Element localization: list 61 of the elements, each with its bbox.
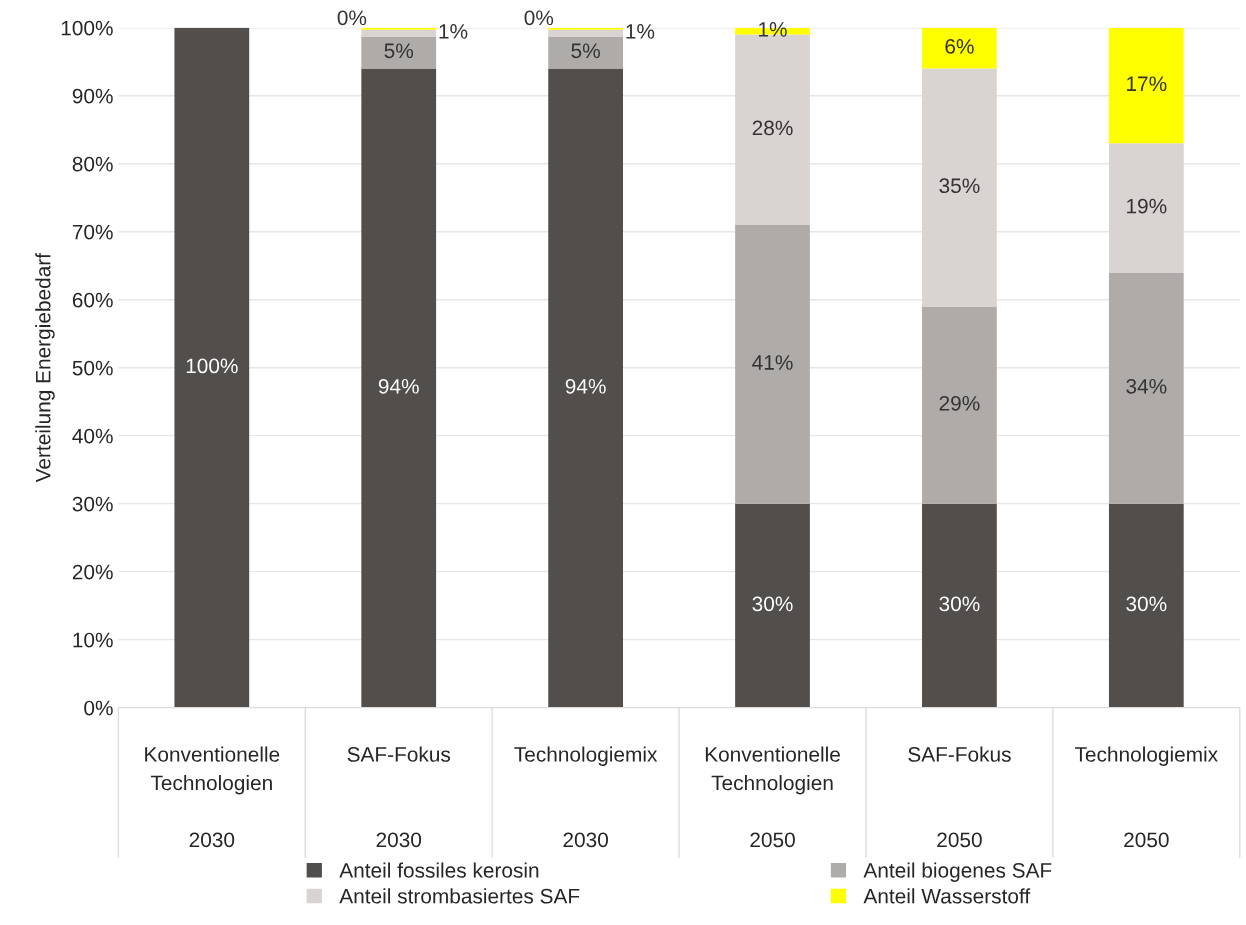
data-label: 29% [939, 395, 980, 411]
category-label: Konventionelle Technologien 2050 [705, 746, 840, 848]
category-label: Technologiemix 2030 [514, 746, 658, 848]
y-tick-label: 20% [72, 564, 113, 580]
y-tick-label: 80% [72, 156, 113, 172]
bar [361, 68, 437, 708]
bar [922, 306, 997, 504]
data-label: 0% [524, 10, 554, 26]
bar [548, 36, 623, 69]
bar [1108, 27, 1184, 144]
bar [735, 224, 810, 504]
bar [361, 36, 437, 69]
data-label: 5% [384, 43, 414, 59]
bar [548, 68, 623, 708]
bar [548, 29, 623, 37]
data-label: 6% [945, 38, 974, 54]
bar [922, 68, 997, 307]
bar [174, 27, 250, 708]
legend-label: Anteil strombasiertes SAF [339, 888, 580, 904]
bar [735, 503, 810, 708]
y-tick-label: 90% [72, 88, 113, 104]
bar [922, 503, 997, 708]
y-tick-label: 60% [72, 292, 113, 308]
data-label: 28% [752, 120, 793, 136]
data-label: 5% [571, 43, 600, 59]
legend-label: Anteil fossiles kerosin [339, 862, 539, 878]
y-tick-label: 100% [61, 20, 113, 36]
data-label: 30% [939, 596, 980, 612]
data-label: 1% [626, 24, 655, 39]
y-axis-title: Verteilung Energiebedarf [35, 252, 55, 483]
data-label: 19% [1127, 198, 1167, 214]
legend-label: Anteil Wasserstoff [863, 888, 1031, 904]
legend-label: Anteil biogenes SAF [863, 862, 1052, 882]
bar [1108, 143, 1184, 273]
data-label: 100% [186, 358, 238, 374]
bar [361, 29, 437, 37]
data-label: 30% [1126, 596, 1167, 612]
category-label: SAF-Fokus 2030 [347, 746, 451, 848]
data-label: 35% [939, 178, 980, 194]
y-tick-label: 30% [72, 496, 113, 512]
data-label: 1% [439, 24, 468, 39]
y-tick-label: 10% [73, 632, 113, 648]
category-label: Konventionelle Technologien 2030 [145, 746, 280, 848]
data-label: 94% [378, 378, 419, 394]
y-tick-label: 50% [72, 360, 113, 376]
bar [548, 27, 623, 30]
bar [1108, 503, 1184, 708]
data-label: 34% [1126, 378, 1167, 394]
category-label: Technologiemix 2050 [1075, 746, 1218, 848]
bar [922, 27, 997, 69]
bar [361, 27, 437, 30]
data-label: 0% [337, 10, 367, 26]
bar [1108, 272, 1184, 504]
data-label: 94% [565, 378, 606, 394]
y-tick-label: 40% [72, 428, 113, 444]
data-label: 30% [752, 596, 793, 612]
data-label: 41% [752, 355, 793, 370]
category-label: SAF-Fokus 2050 [908, 746, 1011, 848]
y-tick-label: 70% [72, 224, 113, 240]
y-tick-label: 0% [84, 700, 113, 716]
data-label: 17% [1127, 76, 1167, 92]
